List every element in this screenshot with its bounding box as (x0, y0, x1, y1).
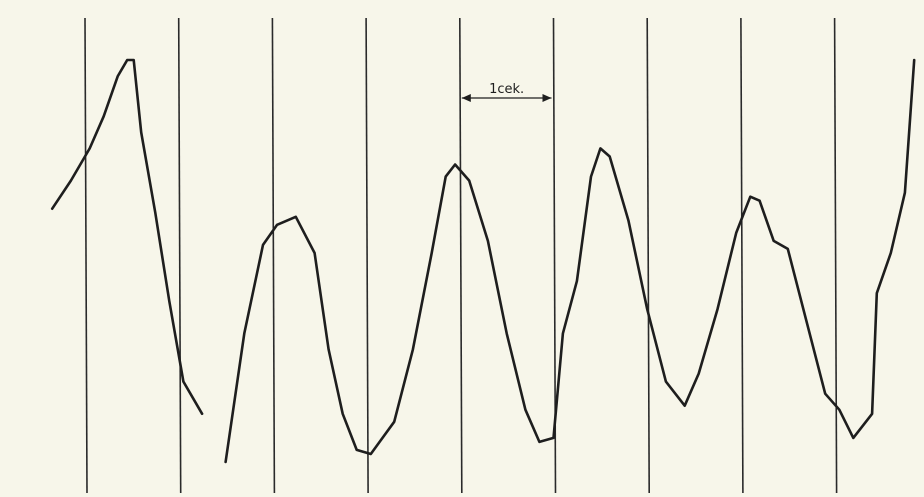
waveform-trace-0 (50, 58, 204, 416)
time-marker-0 (84, 17, 88, 494)
time-scale-annotation: 1cek. (461, 82, 552, 102)
scale-arrow-left-icon (461, 94, 471, 102)
time-marker-1 (177, 17, 182, 494)
waveform-traces (50, 58, 916, 464)
time-marker-6 (646, 17, 651, 494)
time-marker-7 (740, 17, 744, 494)
time-marker-4 (458, 17, 463, 494)
time-marker-2 (271, 17, 276, 494)
scale-bar-label: 1cek. (489, 82, 524, 97)
time-markers (84, 17, 838, 494)
waveform-trace-1 (224, 58, 916, 464)
time-marker-8 (833, 17, 838, 494)
scale-arrow-right-icon (542, 94, 552, 102)
time-marker-3 (365, 17, 369, 494)
